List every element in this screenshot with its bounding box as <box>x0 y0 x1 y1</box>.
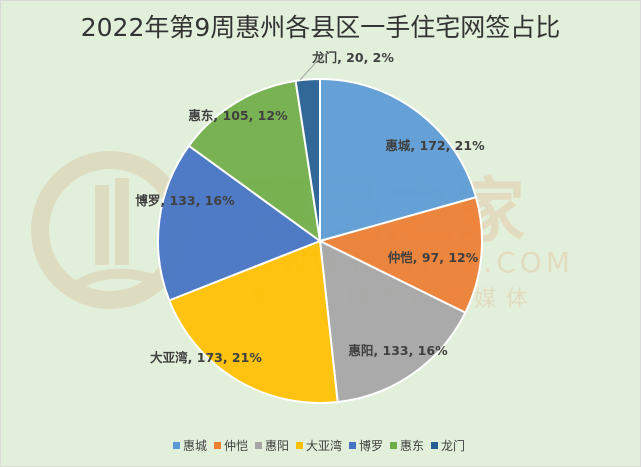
pie-slice-2 <box>317 196 483 315</box>
legend-item: 惠阳 <box>254 437 289 454</box>
legend-swatch-icon <box>213 442 221 449</box>
legend-label: 惠阳 <box>264 439 289 453</box>
legend-swatch-icon <box>390 442 398 449</box>
legend: 惠城 仲恺 惠阳 大亚湾 博罗 惠东 龙门 <box>0 437 641 454</box>
legend-label: 龙门 <box>441 439 466 453</box>
data-label: 大亚湾, 173, 21% <box>150 350 262 365</box>
pie-slice-4 <box>167 239 339 404</box>
legend-swatch-icon <box>254 442 262 449</box>
pie-slice-5 <box>157 144 323 302</box>
legend-swatch-icon <box>431 442 439 449</box>
legend-swatch-icon <box>295 442 303 449</box>
legend-item: 龙门 <box>431 437 465 454</box>
pie-slices <box>157 77 483 404</box>
data-labels: 惠城, 172, 21% 仲恺, 97, 12% 惠阳, 133, 16% 大亚湾, … <box>135 50 485 365</box>
pie-slice-1 <box>319 77 478 243</box>
data-label: 惠阳, 133, 16% <box>348 343 448 358</box>
legend-label: 仲恺 <box>223 439 248 453</box>
legend-label: 惠城 <box>182 439 207 453</box>
data-label: 惠城, 172, 21% <box>385 138 485 153</box>
data-label: 龙门, 20, 2% <box>311 50 394 65</box>
leader-line <box>299 59 323 81</box>
data-label: 惠东, 105, 12% <box>188 108 288 123</box>
legend-label: 博罗 <box>359 439 384 453</box>
legend-item: 惠东 <box>390 437 424 454</box>
data-label: 博罗, 133, 16% <box>135 193 235 208</box>
legend-item: 大亚湾 <box>295 437 342 454</box>
legend-swatch-icon <box>172 442 180 449</box>
data-label: 仲恺, 97, 12% <box>388 250 479 265</box>
pie-slice-6 <box>187 79 322 244</box>
legend-item: 惠城 <box>172 437 207 454</box>
legend-item: 博罗 <box>349 437 383 454</box>
pie-slice-7 <box>294 77 321 242</box>
pie-slice-3 <box>318 239 467 404</box>
legend-label: 惠东 <box>400 439 425 453</box>
chart-title: 2022年第9周惠州各县区一手住宅网签占比 <box>80 13 561 42</box>
legend-item: 仲恺 <box>213 437 248 454</box>
legend-label: 大亚湾 <box>305 439 342 453</box>
legend-swatch-icon <box>349 442 356 449</box>
